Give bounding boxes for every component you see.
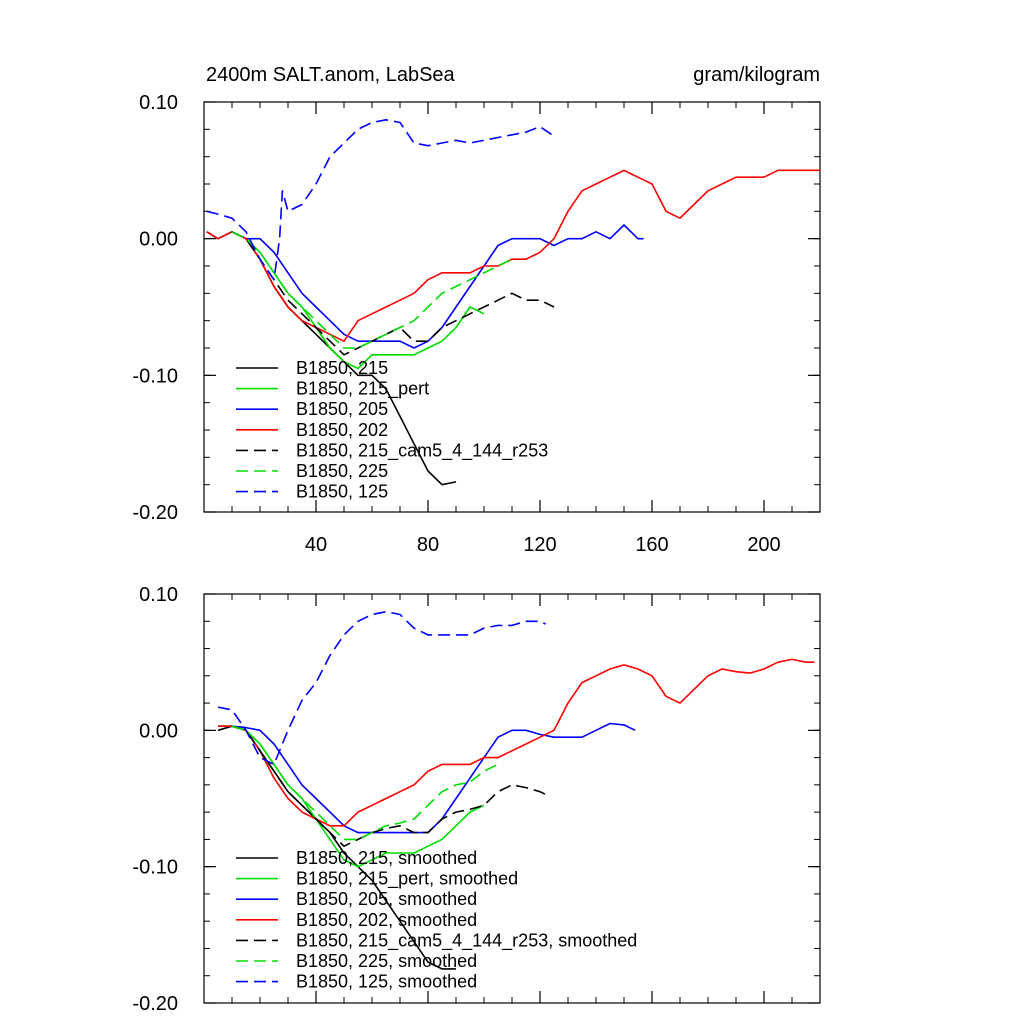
series-line-7 [206, 119, 555, 281]
x-tick-label: 40 [305, 534, 327, 556]
y-tick-label: -0.10 [132, 365, 178, 387]
y-tick-label: 0.00 [139, 229, 178, 251]
x-tick-label: 80 [417, 534, 439, 556]
series-line-4 [206, 169, 820, 343]
series-line-7 [217, 610, 546, 766]
series-line-3 [206, 224, 644, 349]
series-line-6 [231, 231, 513, 349]
legend-label-1: B1850, 215 [296, 358, 388, 378]
y-tick-label: -0.20 [132, 502, 178, 524]
legend-label-6: B1850, 225, smoothed [296, 951, 477, 971]
legend-label-4: B1850, 202 [296, 420, 388, 440]
legend-label-5: B1850, 215_cam5_4_144_r253 [296, 440, 548, 461]
legend-label-2: B1850, 215_pert [296, 379, 429, 400]
series-line-6 [231, 725, 499, 841]
y-tick-label: 0.00 [139, 720, 178, 742]
x-tick-label: 120 [523, 534, 556, 556]
legend-label-5: B1850, 215_cam5_4_144_r253, smoothed [296, 930, 637, 951]
series-line-5 [231, 231, 555, 356]
legend-label-7: B1850, 125 [296, 482, 388, 502]
legend-label-7: B1850, 125, smoothed [296, 972, 477, 992]
y-tick-label: -0.10 [132, 857, 178, 879]
series-line-4 [218, 658, 815, 827]
legend-label-1: B1850, 215, smoothed [296, 848, 477, 868]
plot-title-left: 2400m SALT.anom, LabSea [206, 64, 455, 86]
legend-label-4: B1850, 202, smoothed [296, 910, 477, 930]
plot-title-units: gram/kilogram [693, 64, 820, 86]
series-line-3 [218, 722, 636, 834]
top-panel: 40 80 120 160 200 0.10 0.00 -0.10 -0.20 B1850, 21… [132, 92, 821, 556]
y-tick-label: 0.10 [139, 92, 178, 114]
legend-label-3: B1850, 205 [296, 399, 388, 419]
x-tick-label: 200 [747, 534, 780, 556]
series-line-5 [231, 725, 549, 848]
x-tick-label: 160 [635, 534, 668, 556]
legend-label-2: B1850, 215_pert, smoothed [296, 869, 518, 890]
y-tick-label: -0.20 [132, 993, 178, 1015]
legend-label-3: B1850, 205, smoothed [296, 889, 477, 909]
y-tick-label: 0.10 [139, 584, 178, 606]
legend-label-6: B1850, 225 [296, 461, 388, 481]
